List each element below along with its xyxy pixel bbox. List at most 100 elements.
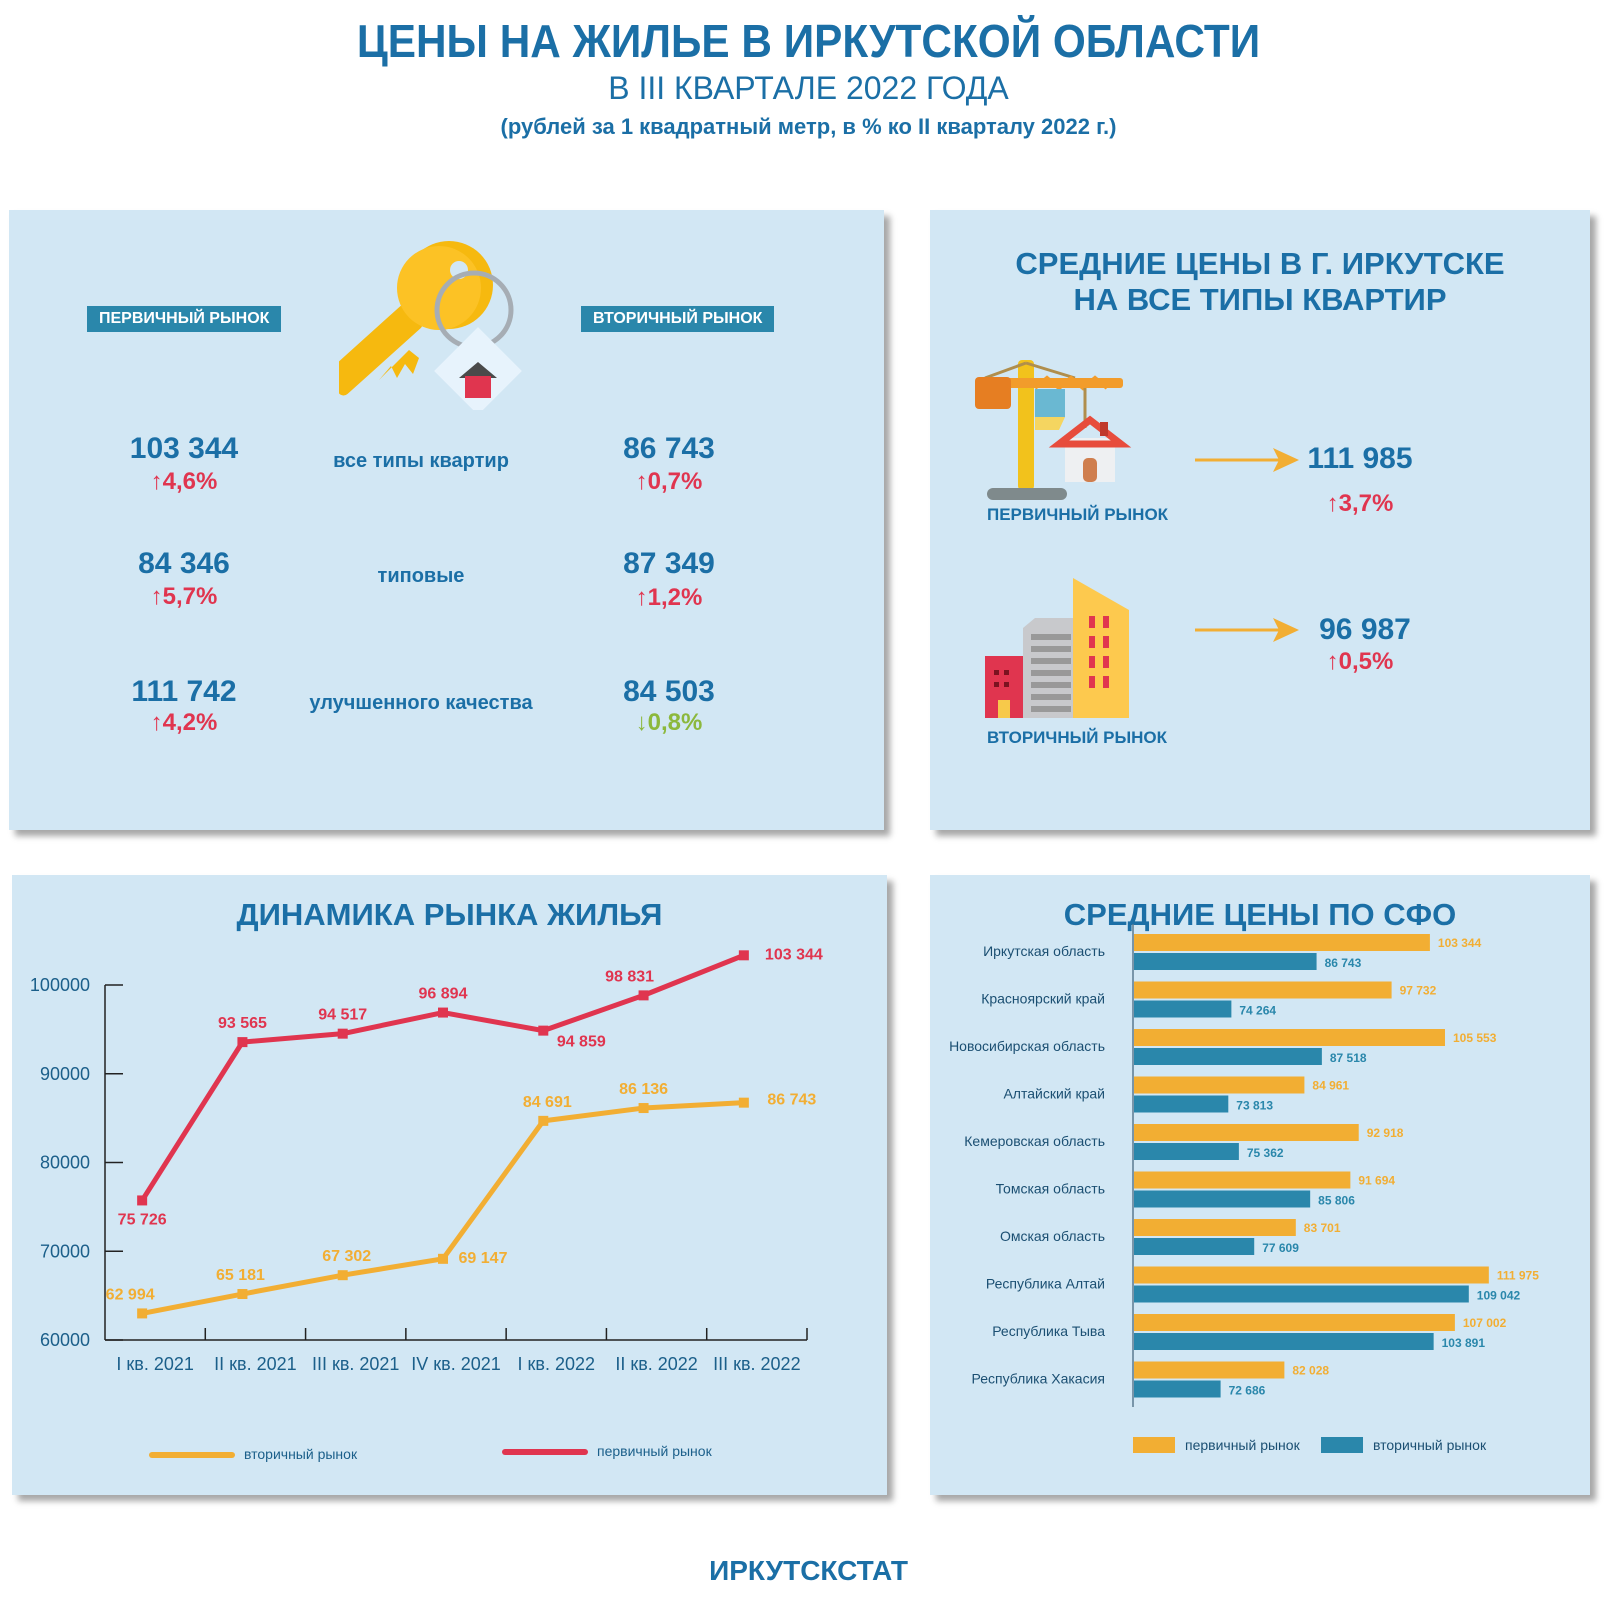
data-point <box>237 1289 248 1300</box>
key-with-house-tag-icon <box>339 241 522 410</box>
bar-label-secondary: 73 813 <box>1236 1099 1273 1113</box>
primary-market-tag: ПЕРВИЧНЫЙ РЫНОК <box>87 306 282 332</box>
footer-brand: ИРКУТСКСТАТ <box>709 1555 908 1586</box>
bar-chart-title: СРЕДНИЕ ЦЕНЫ ПО СФО <box>1063 897 1457 932</box>
bar-category-label: Иркутская область <box>983 943 1105 959</box>
bar-category-label: Томская область <box>996 1181 1105 1197</box>
bar-label-primary: 103 344 <box>1438 936 1482 950</box>
y-tick-label: 70000 <box>40 1241 90 1261</box>
x-tick-label: I кв. 2021 <box>116 1354 193 1374</box>
data-label: 67 302 <box>322 1248 371 1265</box>
x-tick-label: III кв. 2021 <box>312 1354 400 1374</box>
x-tick-label: II кв. 2022 <box>615 1354 698 1374</box>
primary-change-typical: ↑5,7% <box>150 583 218 610</box>
y-tick-label: 60000 <box>40 1330 90 1350</box>
bar-secondary <box>1134 1333 1434 1350</box>
crane-house-icon <box>975 360 1132 500</box>
secondary-value-improved: 84 503 <box>623 675 715 708</box>
data-label: 96 894 <box>419 986 468 1003</box>
primary-value-improved: 111 742 <box>131 675 237 708</box>
bar-primary <box>1134 981 1392 999</box>
bar-secondary <box>1134 1238 1255 1255</box>
y-tick-label: 100000 <box>30 975 90 995</box>
bar-category-label: Новосибирская область <box>949 1038 1105 1054</box>
bar-primary <box>1134 1266 1489 1284</box>
data-point <box>638 1103 649 1114</box>
market-dynamics-panel: ДИНАМИКА РЫНКА ЖИЛЬЯ 60000 70000 80000 9000… <box>12 875 887 1495</box>
bar-secondary <box>1134 1380 1221 1398</box>
data-point <box>438 1007 448 1018</box>
bar-secondary <box>1134 1285 1469 1303</box>
legend-label-secondary: вторичный рынок <box>1373 1437 1487 1453</box>
city-prices-panel: СРЕДНИЕ ЦЕНЫ В Г. ИРКУТСКЕ НА ВСЕ ТИПЫ К… <box>930 210 1590 830</box>
sfo-prices-panel: СРЕДНИЕ ЦЕНЫ ПО СФО Иркутская область 103… <box>930 875 1590 1495</box>
city-primary-change: ↑3,7% <box>1326 490 1394 517</box>
bar-category-label: Красноярский край <box>981 991 1105 1007</box>
data-point <box>137 1195 148 1206</box>
line-chart: 60000 70000 80000 90000 100000 I кв. 2021 II к… <box>30 946 823 1462</box>
legend-swatch-secondary <box>1321 1437 1363 1453</box>
data-label: 86 136 <box>619 1081 668 1098</box>
legend-label-secondary: вторичный рынок <box>244 1446 358 1462</box>
bar-primary <box>1134 1029 1445 1046</box>
data-point <box>438 1253 448 1264</box>
bar-secondary <box>1134 1000 1232 1018</box>
bar-primary <box>1134 1361 1285 1379</box>
data-point <box>237 1037 248 1048</box>
bar-label-secondary: 72 686 <box>1229 1384 1266 1398</box>
bar-primary <box>1134 1171 1351 1189</box>
bar-secondary <box>1134 953 1317 970</box>
page-title: ЦЕНЫ НА ЖИЛЬЕ В ИРКУТСКОЙ ОБЛАСТИ <box>356 15 1261 67</box>
bar-label-primary: 91 694 <box>1358 1174 1395 1188</box>
data-point <box>738 1097 749 1108</box>
x-tick-label: I кв. 2022 <box>518 1354 595 1374</box>
bar-label-secondary: 74 264 <box>1239 1004 1276 1018</box>
bar-label-primary: 82 028 <box>1292 1364 1329 1378</box>
arrow-right-icon <box>1195 448 1299 472</box>
bar-label-primary: 105 553 <box>1453 1031 1497 1045</box>
data-label: 84 691 <box>523 1094 572 1111</box>
city-primary-label: ПЕРВИЧНЫЙ РЫНОК <box>987 505 1169 524</box>
data-label: 94 517 <box>318 1007 367 1024</box>
bar-label-secondary: 77 609 <box>1262 1241 1299 1255</box>
bar-category-label: Омская область <box>1000 1228 1105 1244</box>
bar-secondary <box>1134 1190 1311 1208</box>
data-point <box>137 1308 148 1319</box>
y-tick-label: 80000 <box>40 1153 90 1173</box>
data-label: 98 831 <box>605 968 654 985</box>
bar-label-primary: 84 961 <box>1312 1079 1349 1093</box>
bar-label-secondary: 103 891 <box>1442 1336 1486 1350</box>
data-label: 69 147 <box>459 1250 508 1267</box>
bar-category-label: Республика Хакасия <box>972 1371 1105 1387</box>
city-secondary-value: 96 987 <box>1319 613 1411 646</box>
legend-swatch-primary <box>1133 1437 1175 1453</box>
line-chart-title: ДИНАМИКА РЫНКА ЖИЛЬЯ <box>236 897 663 932</box>
primary-change-all: ↑4,6% <box>150 468 218 495</box>
bar-category-label: Республика Алтай <box>986 1276 1105 1292</box>
secondary-change-improved: ↓0,8% <box>635 709 703 736</box>
bar-category-label: Республика Тыва <box>992 1323 1105 1339</box>
bar-label-primary: 97 732 <box>1400 984 1437 998</box>
data-label: 62 994 <box>106 1286 155 1303</box>
secondary-change-all: ↑0,7% <box>635 468 703 495</box>
bar-label-primary: 107 002 <box>1463 1316 1507 1330</box>
city-secondary-change: ↑0,5% <box>1326 648 1394 675</box>
bar-primary <box>1134 1314 1455 1331</box>
city-primary-value: 111 985 <box>1307 442 1413 475</box>
x-tick-label: II кв. 2021 <box>214 1354 297 1374</box>
y-tick-label: 90000 <box>40 1064 90 1084</box>
bar-primary <box>1134 1076 1305 1094</box>
secondary-change-typical: ↑1,2% <box>635 584 703 611</box>
bar-category-label: Алтайский край <box>1003 1086 1105 1102</box>
bar-label-primary: 83 701 <box>1304 1221 1341 1235</box>
primary-value-all: 103 344 <box>129 432 239 465</box>
bar-label-secondary: 87 518 <box>1330 1051 1367 1065</box>
secondary-value-typical: 87 349 <box>623 547 715 580</box>
data-label: 94 859 <box>557 1034 606 1051</box>
bar-label-primary: 92 918 <box>1367 1126 1404 1140</box>
primary-change-improved: ↑4,2% <box>150 709 218 736</box>
data-point <box>638 990 649 1001</box>
data-point <box>538 1115 549 1126</box>
x-tick-label: III кв. 2022 <box>713 1354 801 1374</box>
bar-primary <box>1134 1124 1359 1141</box>
